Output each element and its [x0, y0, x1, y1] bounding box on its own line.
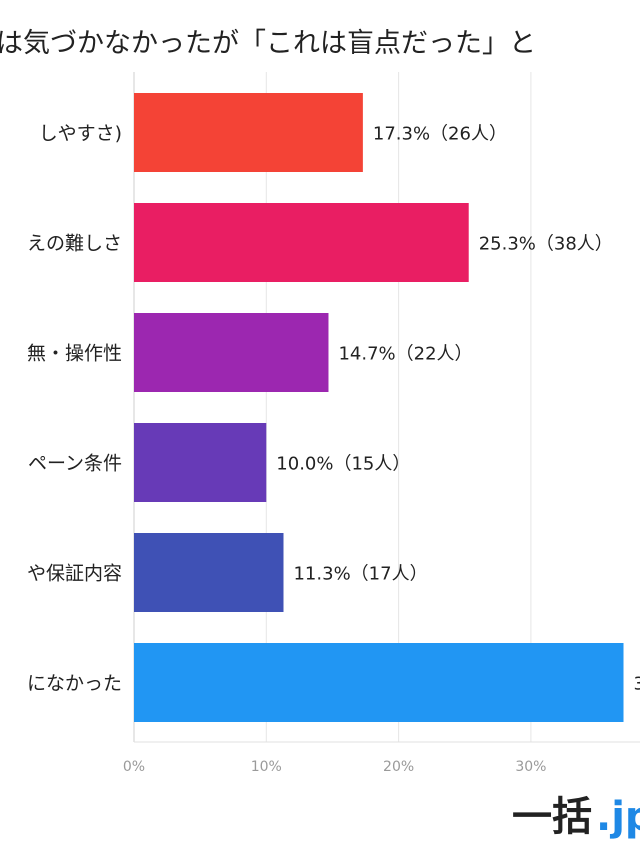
chart-title: は気づかなかったが「これは盲点だった」と	[0, 28, 536, 59]
category-label-3: 無・操作性	[27, 343, 122, 365]
category-label-2: えの難しさ	[27, 233, 122, 255]
logo-main-text: 一括	[512, 794, 592, 840]
data-label-6: 3	[634, 674, 640, 695]
bar-3	[134, 313, 329, 392]
bar-4	[134, 423, 267, 502]
category-label-4: ペーン条件	[28, 453, 122, 475]
bar-5	[134, 533, 284, 612]
data-label-1: 17.3%（26人）	[373, 124, 507, 145]
x-tick-label-20: 20%	[383, 759, 414, 775]
bar-1	[134, 93, 363, 172]
category-label-5: や保証内容	[27, 563, 122, 585]
category-label-1: しやすさ)	[39, 123, 122, 145]
data-label-4: 10.0%（15人）	[276, 454, 410, 475]
category-label-6: になかった	[27, 673, 122, 695]
bar-2	[134, 203, 469, 282]
data-labels: 17.3%（26人） 25.3%（38人） 14.7%（22人） 10.0%（15人）…	[276, 124, 640, 695]
grid	[133, 72, 640, 743]
x-tick-label-10: 10%	[251, 759, 282, 775]
logo-suffix-text: .jp	[596, 794, 640, 840]
data-label-2: 25.3%（38人）	[479, 234, 613, 255]
bars	[134, 93, 624, 722]
logo: 一括 .jp	[512, 794, 640, 840]
x-tick-label-30: 30%	[515, 759, 546, 775]
x-tick-labels: 0% 10% 20% 30%	[123, 759, 547, 775]
data-label-3: 14.7%（22人）	[338, 344, 472, 365]
data-label-5: 11.3%（17人）	[293, 564, 427, 585]
bar-6	[134, 643, 624, 722]
x-tick-label-0: 0%	[123, 759, 145, 775]
